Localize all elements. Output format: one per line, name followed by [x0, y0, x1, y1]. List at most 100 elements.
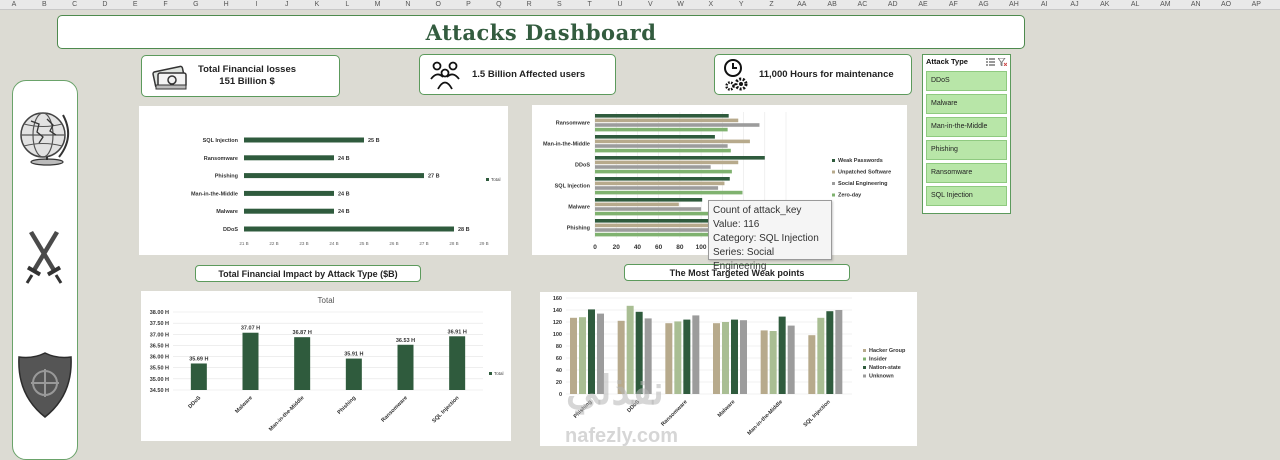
- column-letter[interactable]: M: [374, 1, 381, 8]
- bar: [595, 165, 711, 169]
- column-letter[interactable]: AC: [857, 1, 868, 8]
- column-letter[interactable]: Z: [769, 1, 774, 8]
- column-letter[interactable]: A: [11, 1, 17, 8]
- tooltip-line-4: Series: Social Engineering: [713, 247, 775, 272]
- column-letter[interactable]: Q: [496, 1, 502, 8]
- chart-title: Total: [318, 296, 335, 305]
- legend-swatch: [832, 170, 835, 174]
- clear-filter-icon[interactable]: [998, 57, 1007, 66]
- legend-label: Nation-state: [869, 365, 901, 371]
- column-letter[interactable]: AG: [978, 1, 989, 8]
- column-letter[interactable]: AO: [1220, 1, 1232, 8]
- column-letter[interactable]: D: [102, 1, 108, 8]
- column-letter[interactable]: F: [163, 1, 168, 8]
- bar: [570, 317, 577, 394]
- column-letter[interactable]: C: [72, 1, 78, 8]
- column-letter[interactable]: V: [647, 1, 653, 8]
- column-letter[interactable]: AD: [887, 1, 898, 8]
- bar: [595, 228, 720, 232]
- column-letter[interactable]: L: [345, 1, 350, 8]
- slicer-item-ddos[interactable]: DDoS: [926, 71, 1007, 91]
- slicer-item-sql-injection[interactable]: SQL Injection: [926, 186, 1007, 206]
- column-letter[interactable]: G: [193, 1, 199, 8]
- bar: [760, 330, 768, 394]
- bar: [722, 322, 729, 394]
- money-icon: [152, 65, 187, 90]
- column-letter[interactable]: P: [466, 1, 471, 8]
- legend-label: Unpatched Software: [838, 170, 891, 176]
- column-letter[interactable]: B: [41, 1, 47, 8]
- legend-swatch: [832, 182, 835, 185]
- crossed-swords-icon[interactable]: [23, 229, 65, 285]
- slicer-title: Attack Type: [926, 57, 968, 66]
- impact-label: Total Financial Impact by Attack Type ($…: [195, 265, 421, 282]
- tooltip-line-2: Value: 116: [713, 219, 760, 230]
- y-tick-label: 40: [556, 368, 562, 374]
- slicer-item-phishing[interactable]: Phishing: [926, 140, 1007, 160]
- bar: [644, 318, 652, 394]
- column-letter[interactable]: AH: [1009, 1, 1019, 8]
- column-letter[interactable]: AM: [1160, 1, 1171, 8]
- column-letter[interactable]: AN: [1190, 1, 1201, 8]
- category-label: Malware: [568, 205, 590, 211]
- column-letter[interactable]: AF: [948, 1, 958, 8]
- x-tick-label: 100: [696, 244, 707, 251]
- column-letter[interactable]: I: [255, 1, 258, 8]
- column-letter[interactable]: AP: [1251, 1, 1261, 8]
- category-label: Ransomware: [556, 121, 590, 127]
- column-letter[interactable]: AB: [827, 1, 837, 8]
- category-label: Malware: [234, 395, 254, 415]
- column-letter[interactable]: O: [435, 1, 441, 8]
- column-letter[interactable]: AJ: [1070, 1, 1079, 8]
- column-letter[interactable]: E: [132, 1, 138, 8]
- x-tick-label: 80: [676, 244, 684, 251]
- column-letter[interactable]: J: [284, 1, 289, 8]
- slicer-item-ransomware[interactable]: Ransomware: [926, 163, 1007, 183]
- column-letter[interactable]: X: [708, 1, 714, 8]
- column-letter[interactable]: AK: [1100, 1, 1110, 8]
- bar: [449, 336, 466, 390]
- column-letter[interactable]: H: [223, 1, 229, 8]
- slicer-item-malware[interactable]: Malware: [926, 94, 1007, 114]
- column-letter[interactable]: R: [526, 1, 532, 8]
- column-letter[interactable]: N: [405, 1, 411, 8]
- dashboard-title-box: Attacks Dashboard: [57, 15, 1025, 49]
- slicer-item-man-in-the-middle[interactable]: Man-in-the-Middle: [926, 117, 1007, 137]
- column-letter[interactable]: Y: [738, 1, 744, 8]
- legend-label: Total: [494, 371, 504, 376]
- x-tick-label: 21 B: [239, 241, 248, 246]
- x-tick-label: 23 B: [299, 241, 308, 246]
- bar: [244, 137, 364, 143]
- legend-swatch: [832, 193, 835, 197]
- column-letter[interactable]: AE: [918, 1, 928, 8]
- category-label: Phishing: [567, 226, 590, 232]
- column-letter[interactable]: AA: [797, 1, 807, 8]
- category-label: DDoS: [223, 227, 238, 233]
- data-label: 35.91 H: [344, 352, 363, 358]
- globe-icon[interactable]: [17, 107, 73, 167]
- bar: [595, 181, 725, 186]
- legend-swatch: [863, 357, 866, 361]
- legend-label: Insider: [869, 357, 888, 363]
- column-letter[interactable]: AI: [1040, 1, 1048, 8]
- category-label: SQL Injection: [555, 184, 591, 190]
- multi-select-icon[interactable]: [986, 58, 995, 66]
- chart-panel-impact-total: Total 34.50 H 35.00 H 35.50 H 36.00 H 36.50 H…: [141, 291, 511, 441]
- legend-swatch: [832, 159, 835, 162]
- bar: [595, 177, 730, 181]
- column-letter[interactable]: K: [314, 1, 320, 8]
- column-letter[interactable]: W: [677, 1, 684, 8]
- column-letter[interactable]: U: [617, 1, 623, 8]
- column-letter[interactable]: T: [587, 1, 592, 8]
- bar: [635, 311, 643, 394]
- category-label: Malware: [717, 399, 737, 419]
- shield-icon[interactable]: [17, 351, 73, 419]
- legend-swatch: [489, 372, 492, 375]
- data-label: 24 B: [338, 156, 350, 162]
- column-letter[interactable]: AL: [1130, 1, 1140, 8]
- bar: [683, 319, 691, 394]
- column-letter[interactable]: S: [557, 1, 562, 8]
- legend-swatch: [863, 366, 866, 369]
- legend-swatch: [863, 374, 866, 378]
